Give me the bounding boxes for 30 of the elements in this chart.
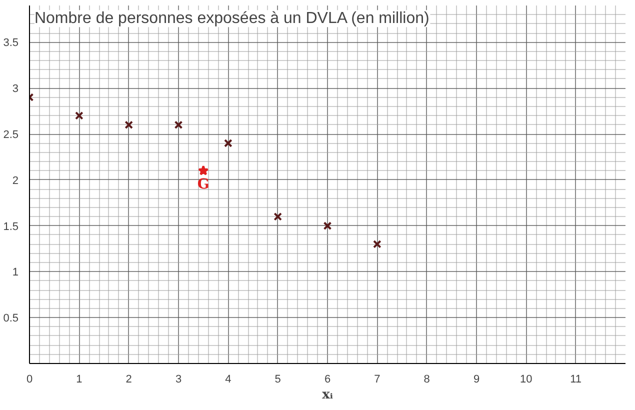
point bbox=[323, 222, 332, 230]
x-tick-label: 6 bbox=[324, 374, 331, 386]
series-label: G bbox=[197, 176, 210, 193]
x-tick-label: 4 bbox=[225, 374, 232, 386]
x-tick-label: 3 bbox=[175, 374, 182, 386]
point bbox=[174, 120, 183, 130]
point bbox=[274, 212, 282, 221]
y-tick-label: 1 bbox=[12, 266, 19, 279]
point bbox=[74, 111, 84, 120]
x-tick-label: 0 bbox=[26, 374, 33, 386]
x-tick-label: 1 bbox=[76, 374, 82, 386]
point bbox=[224, 139, 232, 148]
y-tick-label: 2 bbox=[12, 174, 19, 187]
x-tick-label: 7 bbox=[374, 374, 380, 386]
x-axis-title: xᵢ bbox=[322, 388, 333, 402]
x-tick-label: 10 bbox=[520, 374, 532, 386]
point bbox=[372, 240, 382, 248]
x-tick-label: 11 bbox=[570, 374, 582, 386]
point bbox=[124, 120, 134, 130]
point bbox=[198, 165, 209, 176]
x-tick-label: 8 bbox=[424, 374, 430, 386]
chart-title: Nombre de personnes exposées à un DVLA (en million) bbox=[34, 10, 430, 28]
y-tick-label: 1.5 bbox=[3, 220, 19, 233]
y-tick-label: 3 bbox=[12, 83, 19, 96]
x-tick-label: 2 bbox=[126, 374, 132, 386]
x-tick-label: 5 bbox=[274, 374, 281, 386]
y-tick-label: 3.5 bbox=[3, 37, 19, 50]
y-tick-label: 0.5 bbox=[3, 312, 19, 325]
x-tick-label: 9 bbox=[473, 374, 480, 386]
y-tick-label: 2.5 bbox=[3, 129, 19, 142]
